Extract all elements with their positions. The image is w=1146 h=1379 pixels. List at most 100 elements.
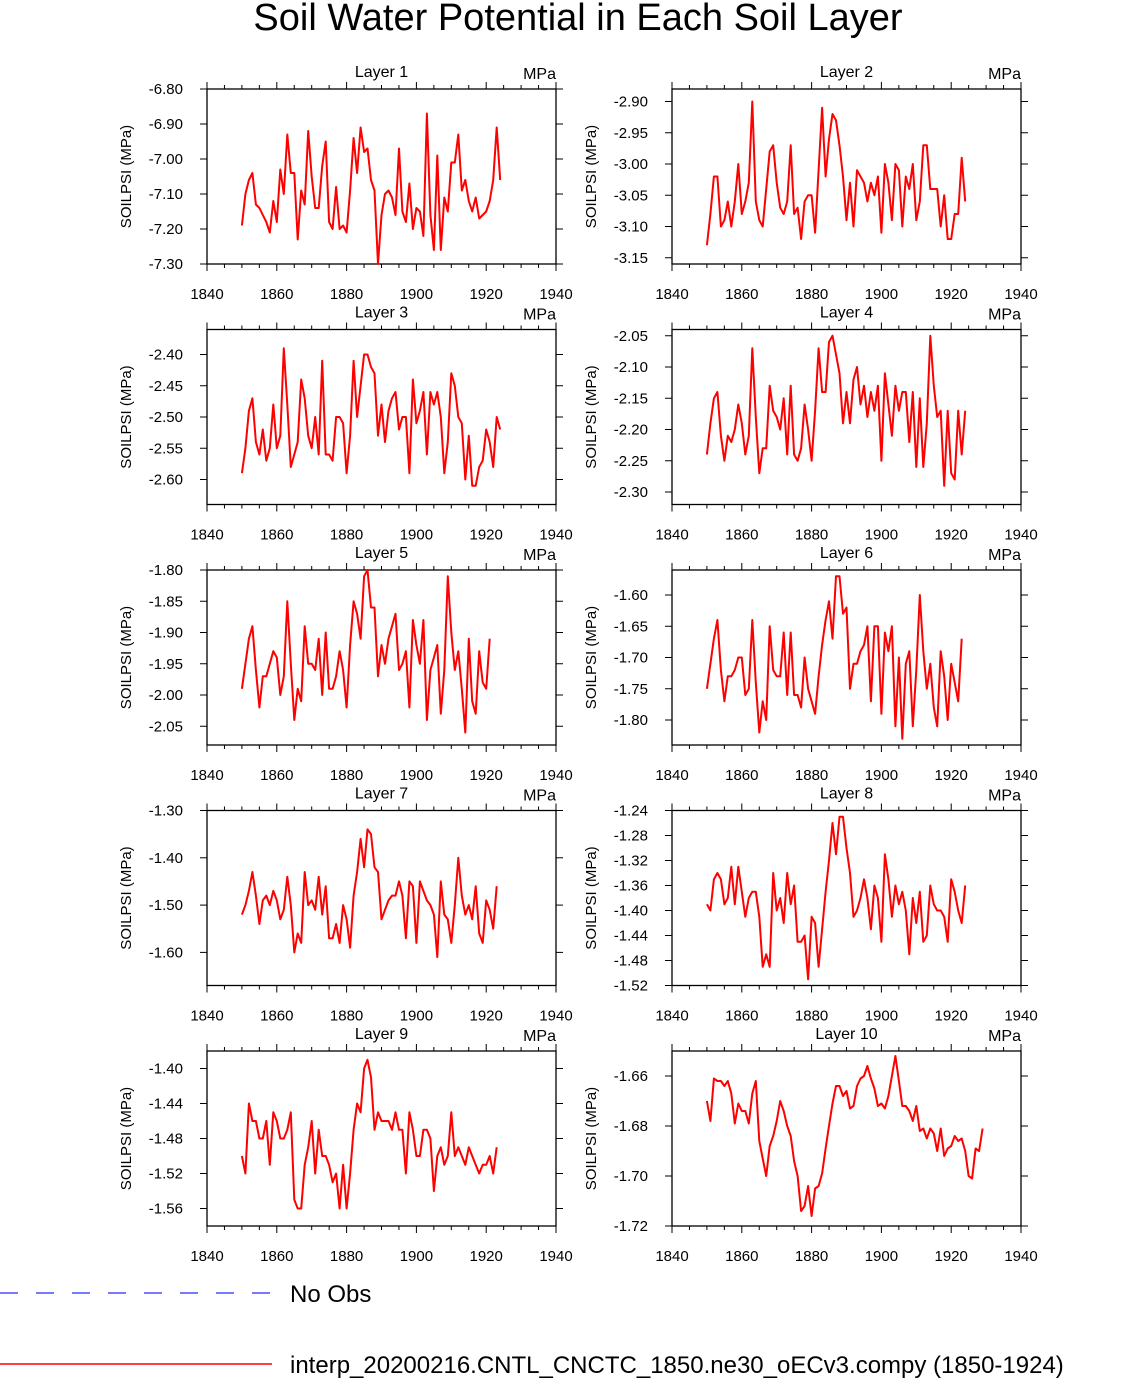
plot-frame bbox=[671, 569, 1022, 746]
y-tick-label: -1.56 bbox=[149, 1201, 183, 1218]
panel-units: MPa bbox=[523, 1028, 556, 1045]
y-tick-label: -2.60 bbox=[149, 472, 183, 489]
x-tick-label: 1880 bbox=[795, 767, 828, 784]
x-tick-label: 1920 bbox=[470, 1248, 503, 1265]
panel-layer-2: 1840 1860 1880 1900 1920 1940 -2.90 -2.95 -3.00 -… bbox=[583, 64, 1038, 303]
x-tick-label: 1840 bbox=[655, 767, 688, 784]
x-tick-label: 1920 bbox=[935, 527, 968, 544]
series-line bbox=[705, 334, 967, 487]
x-tick-label: 1900 bbox=[865, 1248, 898, 1265]
y-tick-label: -7.20 bbox=[149, 221, 183, 238]
y-tick-label: -1.40 bbox=[149, 1061, 183, 1078]
y-tick-label: -2.95 bbox=[614, 125, 648, 142]
panel-title: Layer 6 bbox=[820, 545, 873, 562]
panel-layer-8: 1840 1860 1880 1900 1920 1940 -1.24 -1.28 -1.32 -… bbox=[583, 786, 1038, 1025]
x-tick-label: 1840 bbox=[190, 527, 223, 544]
y-tick-label: -1.48 bbox=[149, 1131, 183, 1148]
x-tick-label: 1940 bbox=[539, 286, 572, 303]
series-line bbox=[240, 828, 498, 959]
y-tick-label: -1.40 bbox=[149, 850, 183, 867]
x-tick-label: 1900 bbox=[865, 286, 898, 303]
x-tick-label: 1940 bbox=[539, 527, 572, 544]
x-tick-label: 1840 bbox=[655, 527, 688, 544]
x-tick-label: 1860 bbox=[260, 1008, 293, 1025]
panel-title: Layer 7 bbox=[355, 786, 408, 803]
y-axis-label: SOILPSI (MPa) bbox=[118, 1087, 135, 1190]
panel-title: Layer 10 bbox=[815, 1026, 877, 1043]
panel-units: MPa bbox=[523, 547, 556, 564]
y-tick-label: -1.68 bbox=[614, 1118, 648, 1135]
plot-frame bbox=[206, 569, 557, 746]
x-tick-label: 1860 bbox=[725, 286, 758, 303]
x-tick-label: 1940 bbox=[539, 767, 572, 784]
panel-layer-7: 1840 1860 1880 1900 1920 1940 -1.30 -1.40 -1.50 -… bbox=[118, 786, 573, 1025]
legend-no-obs-label: No Obs bbox=[290, 1281, 371, 1308]
x-tick-label: 1880 bbox=[795, 1248, 828, 1265]
panel-units: MPa bbox=[988, 788, 1021, 805]
y-tick-label: -3.10 bbox=[614, 219, 648, 236]
x-tick-label: 1860 bbox=[725, 527, 758, 544]
legend-model-label: interp_20200216.CNTL_CNCTC_1850.ne30_oEC… bbox=[290, 1352, 1064, 1379]
panels: 1840 1860 1880 1900 1920 1940 -6.80 -6.90 -7.00 -… bbox=[118, 64, 1038, 1265]
x-tick-label: 1840 bbox=[190, 286, 223, 303]
y-axis-label: SOILPSI (MPa) bbox=[118, 606, 135, 709]
x-tick-label: 1920 bbox=[470, 527, 503, 544]
y-tick-label: -1.72 bbox=[614, 1218, 648, 1235]
y-axis-label: SOILPSI (MPa) bbox=[118, 846, 135, 949]
x-tick-label: 1860 bbox=[260, 286, 293, 303]
y-tick-label: -1.52 bbox=[149, 1166, 183, 1183]
panel-title: Layer 3 bbox=[355, 305, 408, 322]
x-tick-label: 1860 bbox=[725, 767, 758, 784]
y-tick-label: -2.25 bbox=[614, 453, 648, 470]
x-tick-label: 1880 bbox=[795, 1008, 828, 1025]
panel-units: MPa bbox=[988, 1028, 1021, 1045]
y-tick-label: -1.66 bbox=[614, 1068, 648, 1085]
panel-title: Layer 9 bbox=[355, 1026, 408, 1043]
panel-units: MPa bbox=[988, 547, 1021, 564]
y-tick-label: -1.80 bbox=[149, 562, 183, 579]
plot-frame bbox=[206, 328, 557, 506]
x-tick-label: 1880 bbox=[330, 1248, 363, 1265]
x-tick-label: 1880 bbox=[795, 286, 828, 303]
y-tick-label: -1.70 bbox=[614, 650, 648, 667]
plot-frame bbox=[206, 809, 557, 987]
x-tick-label: 1900 bbox=[865, 527, 898, 544]
panel-title: Layer 8 bbox=[820, 786, 873, 803]
panel-units: MPa bbox=[988, 66, 1021, 83]
y-tick-label: -1.48 bbox=[614, 953, 648, 970]
y-tick-label: -2.15 bbox=[614, 390, 648, 407]
y-tick-label: -1.40 bbox=[614, 903, 648, 920]
y-tick-label: -7.00 bbox=[149, 151, 183, 168]
panel-units: MPa bbox=[988, 307, 1021, 324]
y-tick-label: -1.32 bbox=[614, 853, 648, 870]
panel-units: MPa bbox=[523, 66, 556, 83]
x-tick-label: 1900 bbox=[400, 1008, 433, 1025]
y-tick-label: -6.80 bbox=[149, 81, 183, 98]
panel-title: Layer 5 bbox=[355, 545, 408, 562]
y-tick-label: -1.90 bbox=[149, 625, 183, 642]
x-tick-label: 1900 bbox=[400, 1248, 433, 1265]
x-tick-label: 1840 bbox=[190, 1248, 223, 1265]
y-tick-label: -1.52 bbox=[614, 978, 648, 995]
y-tick-label: -1.95 bbox=[149, 656, 183, 673]
panel-layer-4: 1840 1860 1880 1900 1920 1940 -2.05 -2.10 -2.15 -… bbox=[583, 305, 1038, 544]
y-tick-label: -2.90 bbox=[614, 94, 648, 111]
series-line bbox=[240, 347, 502, 487]
panel-units: MPa bbox=[523, 307, 556, 324]
x-tick-label: 1940 bbox=[1004, 527, 1037, 544]
x-tick-label: 1920 bbox=[935, 286, 968, 303]
y-tick-label: -2.05 bbox=[149, 718, 183, 735]
series-line bbox=[240, 1058, 498, 1210]
x-tick-label: 1880 bbox=[795, 527, 828, 544]
series-line bbox=[705, 100, 967, 246]
panel-title: Layer 2 bbox=[820, 64, 873, 81]
x-tick-label: 1920 bbox=[470, 286, 503, 303]
panel-layer-9: 1840 1860 1880 1900 1920 1940 -1.40 -1.44 -1.48 -… bbox=[118, 1026, 573, 1265]
y-tick-label: -1.44 bbox=[614, 928, 648, 945]
x-tick-label: 1860 bbox=[260, 767, 293, 784]
x-tick-label: 1940 bbox=[539, 1248, 572, 1265]
panel-layer-5: 1840 1860 1880 1900 1920 1940 -1.80 -1.85 -1.90 -… bbox=[118, 545, 573, 784]
y-axis-label: SOILPSI (MPa) bbox=[583, 365, 600, 468]
x-tick-label: 1940 bbox=[1004, 1248, 1037, 1265]
